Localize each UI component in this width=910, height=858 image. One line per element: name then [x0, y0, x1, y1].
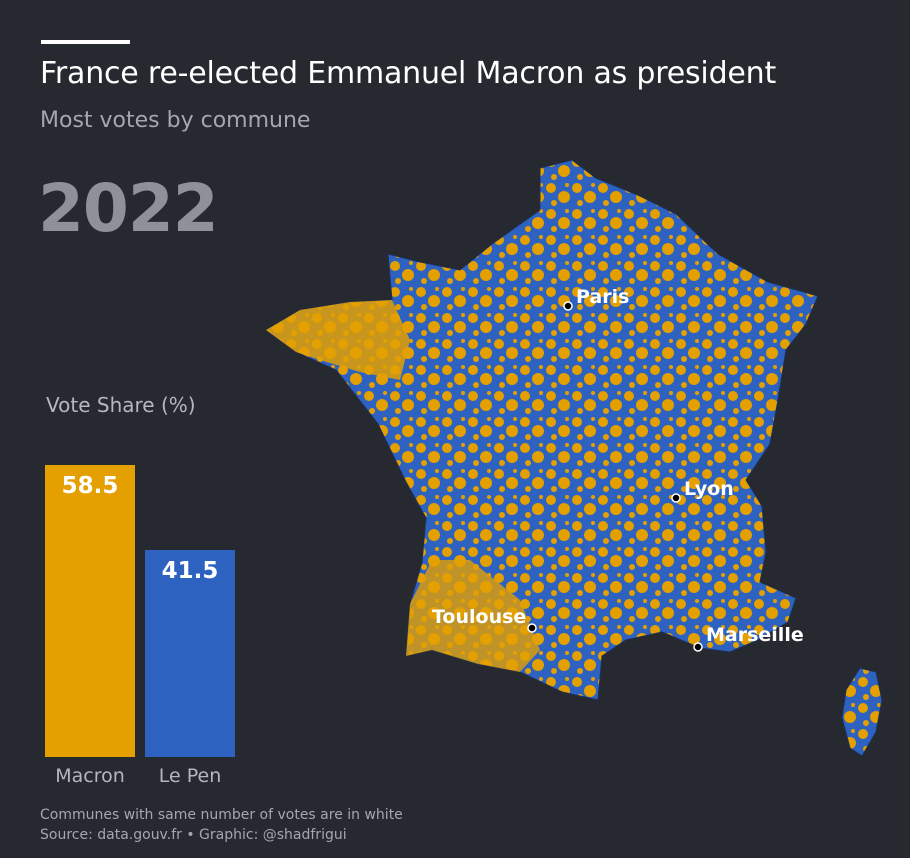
accent-rule: [41, 40, 130, 44]
bar-value-le-pen: 41.5: [161, 557, 219, 584]
bar-value-macron: 58.5: [61, 473, 119, 499]
year-label: 2022: [38, 170, 219, 247]
city-marseille: Marseille: [693, 624, 804, 652]
city-label-marseille: Marseille: [706, 624, 804, 646]
city-marker: [693, 642, 703, 652]
city-toulouse: Toulouse: [432, 606, 537, 633]
bar-le-pen: 41.5: [145, 549, 235, 757]
source-credit: Source: data.gouv.fr • Graphic: @shadfri…: [40, 827, 347, 843]
city-marker: [527, 623, 537, 633]
chart-subtitle: Most votes by commune: [40, 108, 311, 133]
bar-category-le-pen: Le Pen: [158, 765, 222, 787]
chart-title: France re-elected Emmanuel Macron as pre…: [40, 56, 777, 91]
brittany-west: [266, 300, 410, 380]
mainland-france-shape: [265, 159, 819, 701]
city-label-lyon: Lyon: [684, 478, 734, 500]
city-label-toulouse: Toulouse: [432, 606, 526, 628]
bar-category-macron: Macron: [55, 765, 125, 787]
city-lyon: Lyon: [671, 478, 734, 503]
city-label-paris: Paris: [576, 286, 629, 308]
city-marker: [563, 301, 573, 311]
legend-note: Communes with same number of votes are i…: [40, 807, 403, 823]
bar-macron: 58.5: [45, 465, 135, 757]
sud-ouest-region: [406, 560, 540, 672]
city-paris: Paris: [563, 286, 629, 311]
corsica-shape: [841, 667, 883, 757]
city-marker: [671, 493, 681, 503]
vote-share-label: Vote Share (%): [46, 393, 196, 417]
